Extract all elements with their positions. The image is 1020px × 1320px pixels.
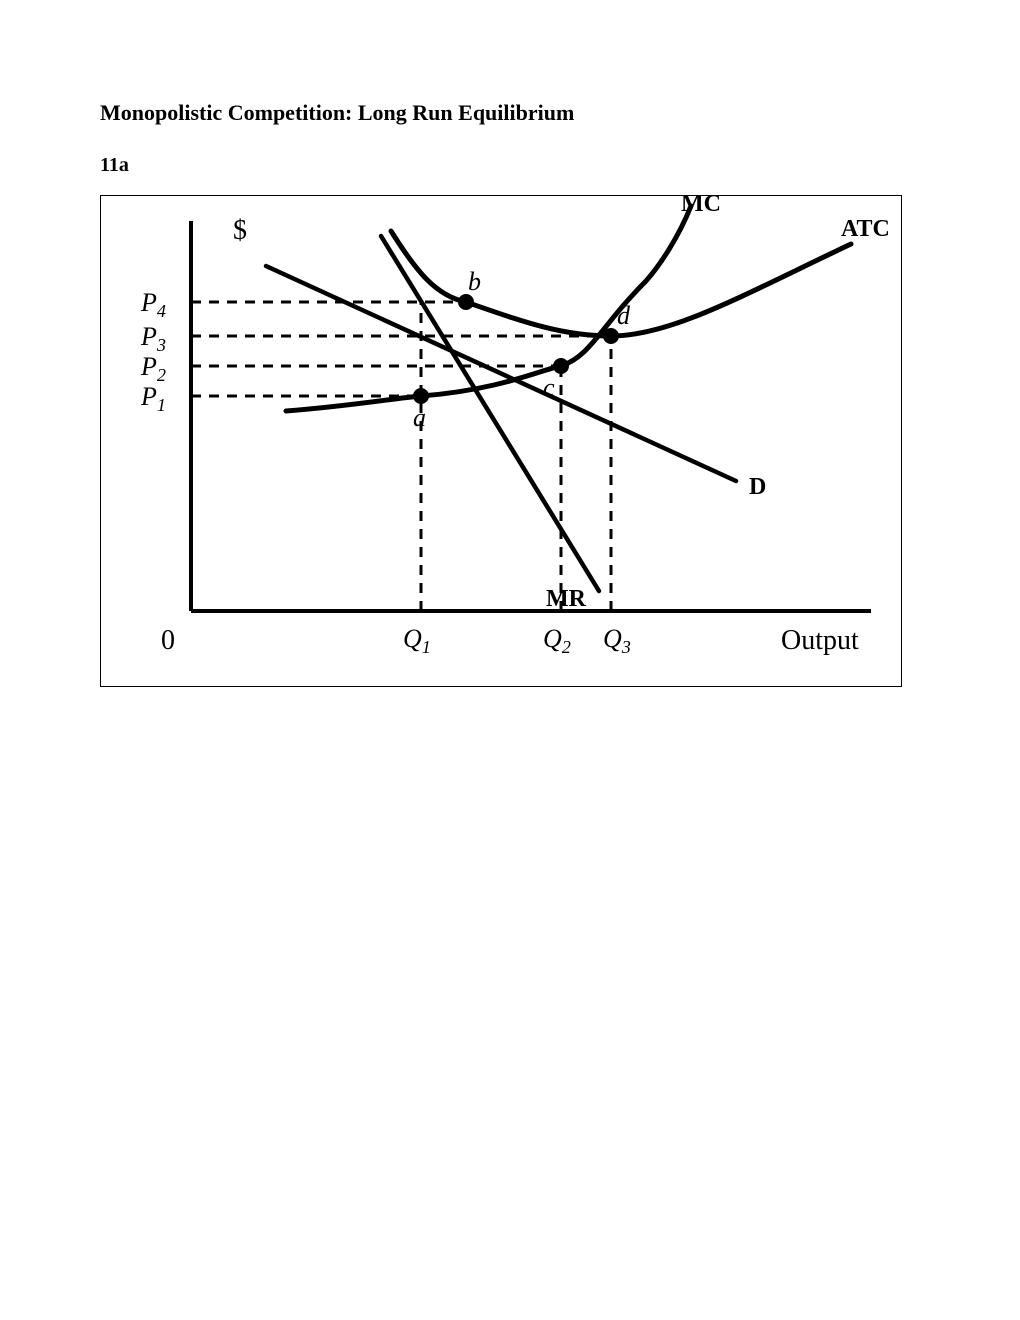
d-curve (266, 266, 736, 481)
point-b-label: b (468, 267, 481, 296)
p2-label: P2 (140, 352, 166, 385)
point-d (603, 328, 619, 344)
p3-label: P3 (140, 322, 166, 355)
x-axis-label: Output (781, 625, 859, 656)
p1-label: P1 (140, 382, 166, 415)
q1-label: Q1 (403, 624, 431, 657)
mc-label: MC (681, 196, 721, 217)
q3-label: Q3 (603, 624, 631, 657)
mr-label: MR (546, 586, 587, 612)
point-d-label: d (617, 301, 631, 330)
point-b (458, 294, 474, 310)
question-number: 11a (100, 154, 920, 177)
q2-label: Q2 (543, 624, 571, 657)
chart-container: $0 Output D MR MC ATC a b c d P4P3P2P1 Q1 Q2 Q3 (100, 195, 902, 687)
point-a (413, 388, 429, 404)
page-title: Monopolistic Competition: Long Run Equil… (100, 100, 920, 126)
point-c-label: c (543, 373, 555, 402)
origin-label: 0 (161, 625, 175, 656)
p4-label: P4 (140, 288, 166, 321)
y-axis-label: $ (233, 215, 247, 246)
d-label: D (749, 474, 766, 500)
point-a-label: a (413, 403, 426, 432)
atc-label: ATC (841, 216, 890, 242)
point-c (553, 358, 569, 374)
economics-chart: $0 Output D MR MC ATC a b c d P4P3P2P1 Q1 Q2 Q3 (101, 196, 901, 686)
